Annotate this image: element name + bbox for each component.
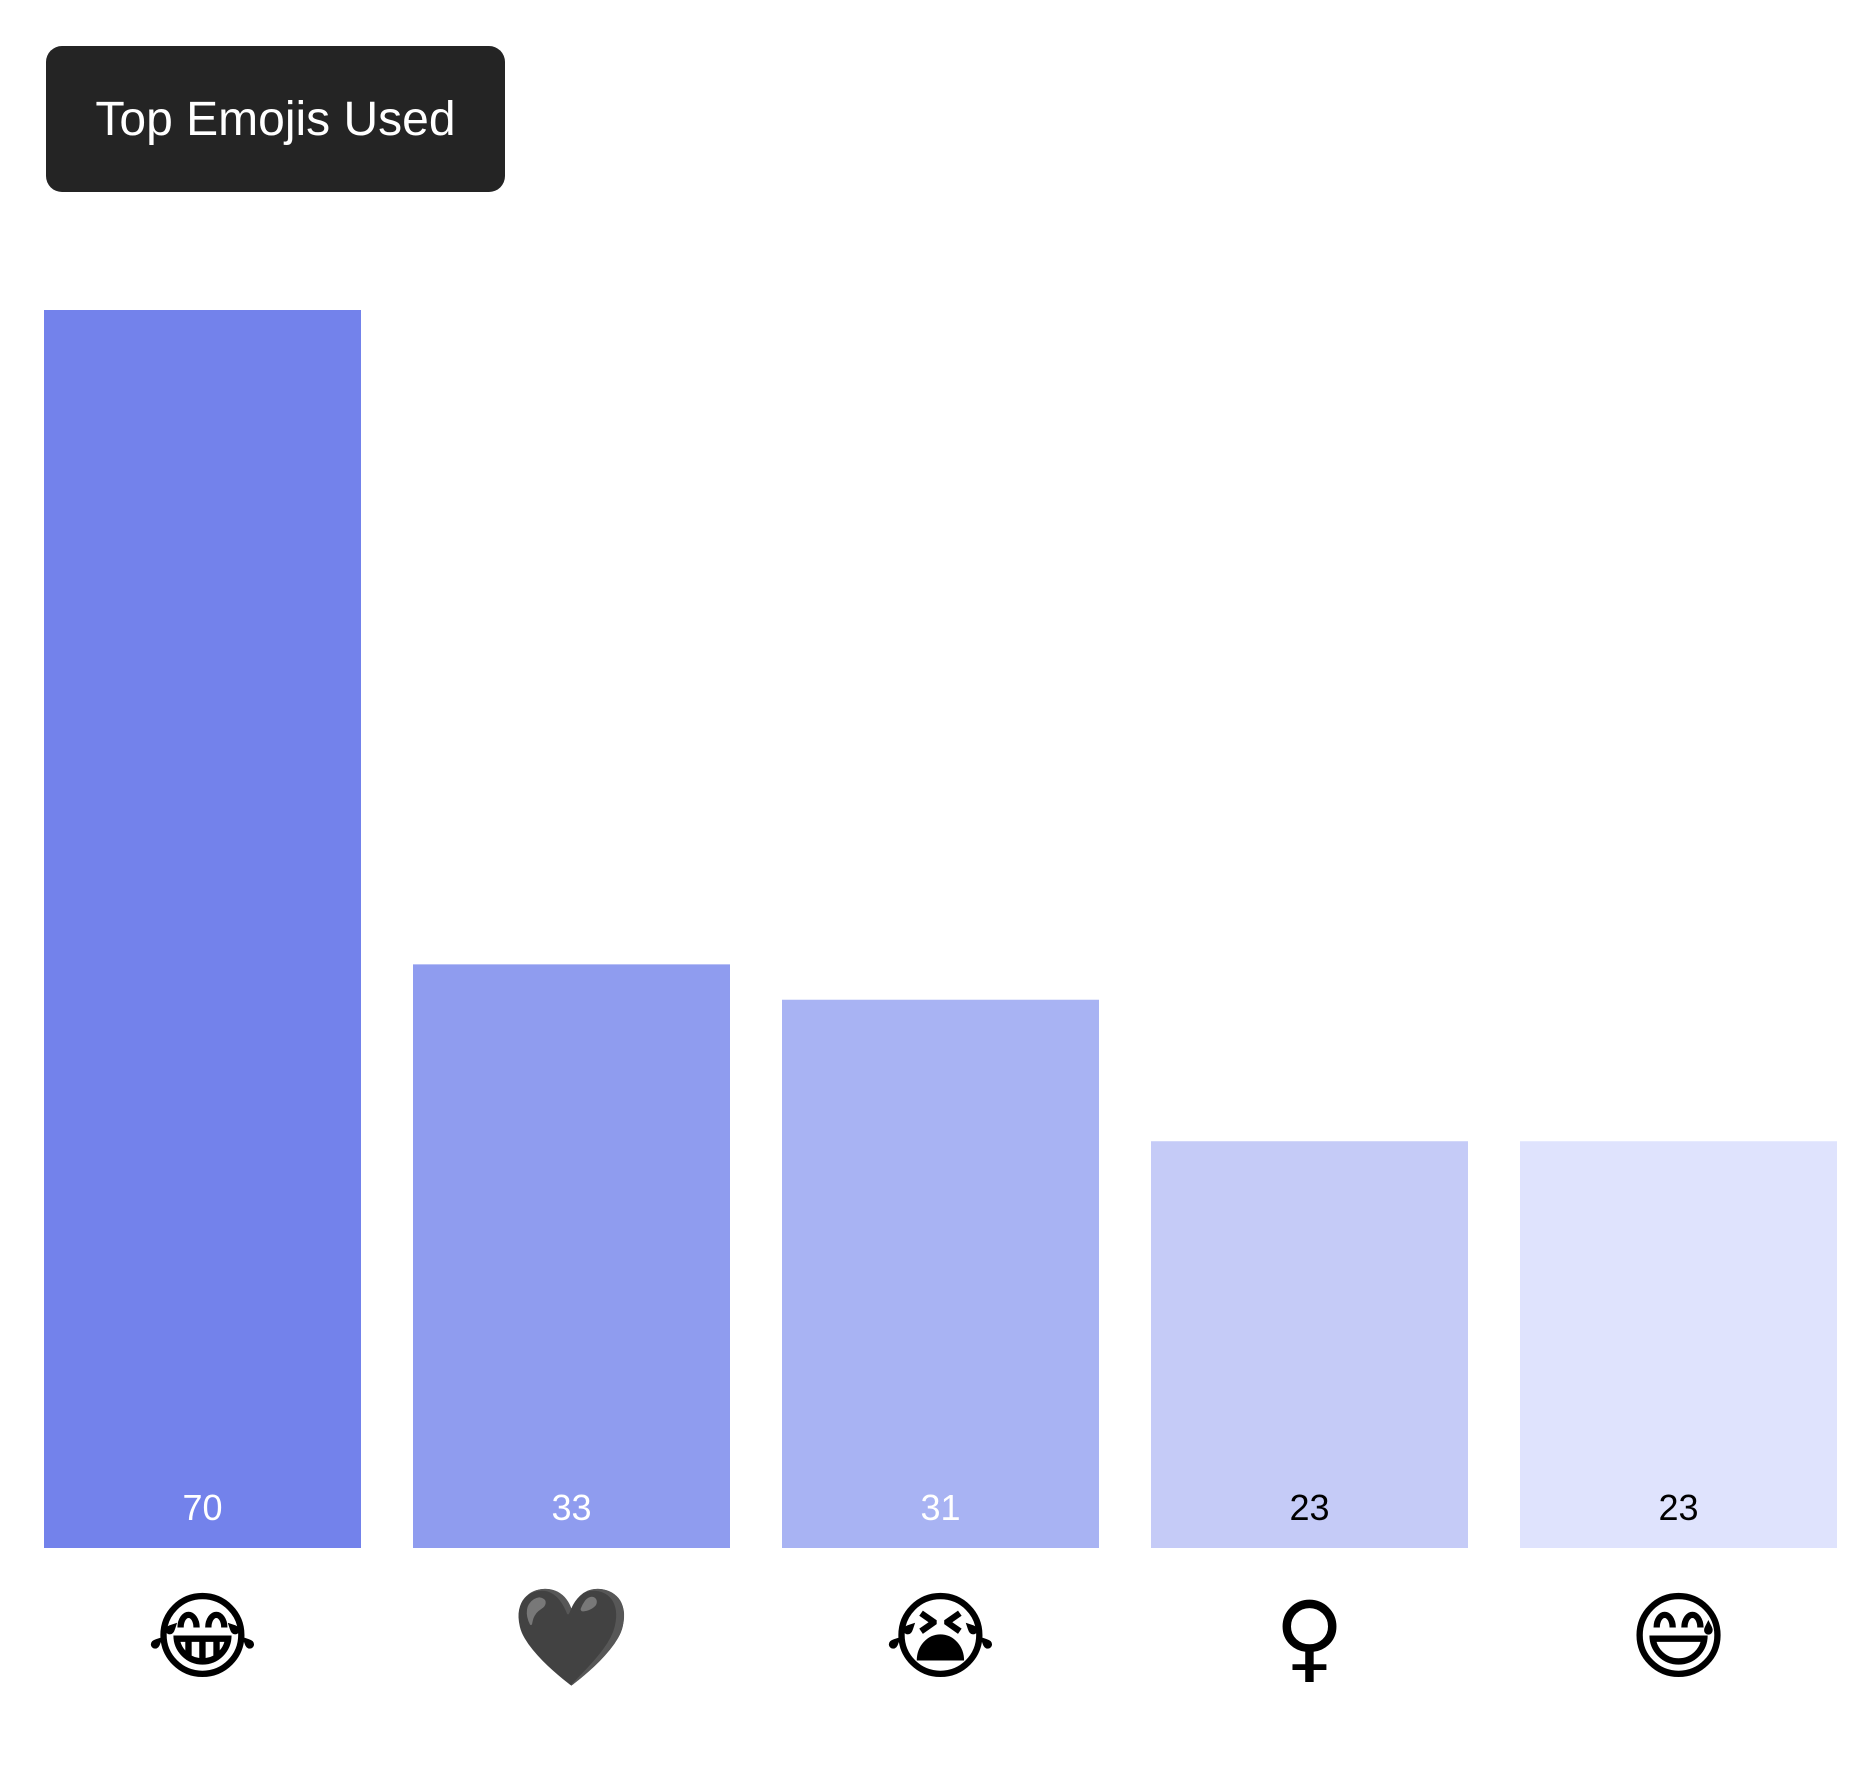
category-emoji-4: 😅 <box>1628 1581 1728 1693</box>
category-emoji-2: 😭 <box>884 1581 996 1693</box>
bars-group <box>44 310 1837 1548</box>
category-labels-group: 😂 🖤 😭 ♀ 😅 <box>146 1581 1728 1693</box>
bar-0 <box>44 310 361 1548</box>
bar-4 <box>1520 1141 1837 1548</box>
category-emoji-0: 😂 <box>146 1581 258 1693</box>
bar-2 <box>782 999 1099 1548</box>
value-label-0: 70 <box>182 1487 222 1528</box>
value-label-2: 31 <box>920 1487 960 1528</box>
category-emoji-1: 🖤 <box>512 1581 632 1693</box>
bar-1 <box>413 964 730 1548</box>
chart-title: Top Emojis Used <box>46 46 505 192</box>
bar-3 <box>1151 1141 1468 1548</box>
value-label-4: 23 <box>1658 1487 1698 1528</box>
value-labels-group: 70 33 31 23 23 <box>182 1487 1698 1528</box>
category-emoji-3: ♀ <box>1274 1581 1344 1693</box>
value-label-1: 33 <box>551 1487 591 1528</box>
value-label-3: 23 <box>1289 1487 1329 1528</box>
